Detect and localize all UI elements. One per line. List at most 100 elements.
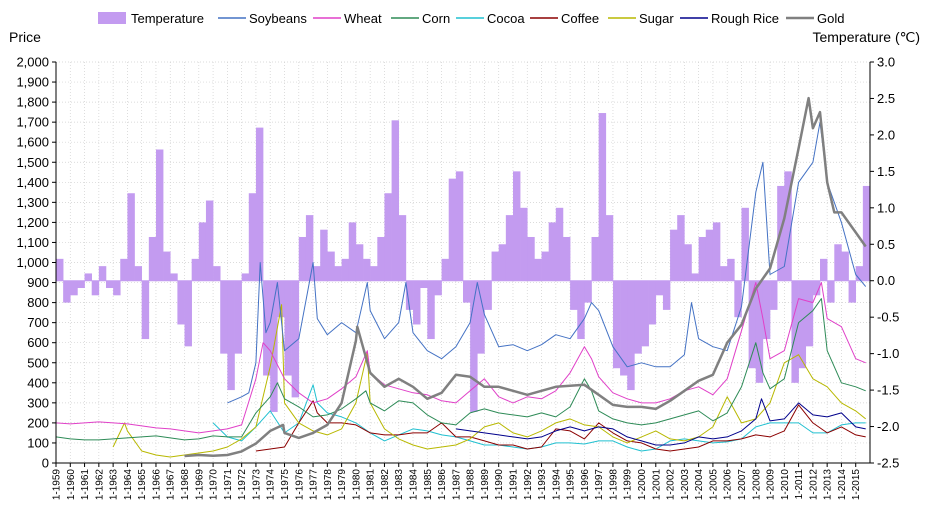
temperature-bar <box>334 266 342 281</box>
temperature-bar <box>491 251 500 281</box>
y-left-tick-label: 1,500 <box>16 155 49 170</box>
y-left-tick-label: 1,100 <box>16 235 49 250</box>
y-left-tick-label: 0 <box>42 456 49 471</box>
y-right-tick-label: 2.5 <box>877 91 895 106</box>
y-left-tick-label: 1,000 <box>16 255 49 270</box>
x-tick-label: 1-1994 <box>551 469 562 501</box>
temperature-bar <box>70 280 78 296</box>
temperature-bar <box>170 273 178 281</box>
temperature-bar <box>484 280 492 310</box>
temperature-bar <box>384 193 392 281</box>
x-tick-label: 1-2000 <box>637 469 648 501</box>
y-left-tick-label: 700 <box>27 315 49 330</box>
temperature-bar <box>320 229 328 281</box>
y-left-tick-label: 800 <box>27 295 49 310</box>
legend-label-wheat: Wheat <box>344 11 382 26</box>
temperature-bar <box>348 222 357 281</box>
x-tick-label: 1-1992 <box>523 469 534 501</box>
series-line-soybeans <box>227 121 867 404</box>
temperature-bar <box>827 280 835 303</box>
y-left-tick-label: 200 <box>27 415 49 430</box>
temperature-bar <box>791 280 799 383</box>
temperature-bar <box>570 280 578 310</box>
temperature-bar <box>105 280 114 289</box>
legend-label-sugar: Sugar <box>639 11 674 26</box>
x-tick-label: 1-1976 <box>294 469 305 501</box>
x-tick-label: 1-2010 <box>780 469 791 501</box>
temperature-bar <box>727 258 735 281</box>
temperature-bar <box>277 280 285 318</box>
temperature-bar <box>670 229 678 281</box>
series-lines <box>55 96 867 458</box>
temperature-bar <box>77 280 85 289</box>
series-line-coffee <box>255 400 866 452</box>
temperature-bar <box>220 280 228 354</box>
temperature-bar <box>712 222 721 281</box>
y-left-tick-label: 600 <box>27 335 49 350</box>
temperature-bar <box>305 215 314 281</box>
x-tick-label: 1-1989 <box>480 469 491 501</box>
x-tick-label: 1-1965 <box>137 469 148 501</box>
temperature-bar <box>741 207 749 281</box>
temperature-bar <box>541 251 549 281</box>
x-tick-label: 1-1977 <box>309 469 320 501</box>
temperature-bar <box>677 215 685 281</box>
temperature-bar <box>227 280 235 391</box>
x-tick-label: 1-1980 <box>351 469 362 501</box>
temperature-bar <box>455 171 464 281</box>
y-right-tick-label: 2.0 <box>877 127 895 142</box>
temperature-bar <box>405 280 414 310</box>
temperature-bar <box>98 266 107 281</box>
y-right-tick-label: -1.5 <box>877 383 899 398</box>
temperature-bar <box>641 280 649 347</box>
temperature-bar <box>512 171 521 281</box>
y-left-tick-label: 1,200 <box>16 215 49 230</box>
y-axis-left-ticks: 0 100 200 300 400 500 600 700 800 900 1,000 1,100 1,… <box>16 55 56 471</box>
temperature-bar <box>698 236 707 281</box>
temperature-bar <box>562 236 571 281</box>
temperature-bar <box>298 236 307 281</box>
temperature-bar <box>241 273 250 281</box>
temperature-bar <box>662 280 671 310</box>
legend-label-coffee: Coffee <box>561 11 599 26</box>
x-tick-label: 1-1996 <box>580 469 591 501</box>
x-tick-label: 1-1999 <box>623 469 634 501</box>
y-right-tick-label: -1.0 <box>877 346 899 361</box>
x-tick-label: 1-2009 <box>766 469 777 501</box>
temperature-bar <box>648 280 657 325</box>
y-right-tick-label: -0.5 <box>877 310 899 325</box>
x-tick-label: 1-1985 <box>423 469 434 501</box>
y-left-tick-label: 1,300 <box>16 195 49 210</box>
x-tick-label: 1-1991 <box>508 469 519 501</box>
temperature-bar <box>770 280 778 310</box>
x-tick-label: 1-1988 <box>466 469 477 501</box>
y-left-tick-label: 1,900 <box>16 75 49 90</box>
temperature-bar <box>248 193 257 281</box>
x-tick-label: 1-2015 <box>851 469 862 501</box>
temperature-bar <box>548 222 557 281</box>
x-tick-label: 1-1960 <box>66 469 77 501</box>
temperature-bar <box>291 280 300 398</box>
temperature-bar <box>505 215 514 281</box>
temperature-bar <box>377 236 385 281</box>
x-tick-label: 1-2005 <box>708 469 719 501</box>
legend-label-corn: Corn <box>422 11 450 26</box>
x-tick-label: 1-1978 <box>323 469 334 501</box>
temperature-bar <box>141 280 150 340</box>
y-left-tick-label: 1,400 <box>16 175 49 190</box>
x-tick-label: 1-2008 <box>751 469 762 501</box>
y-left-tick-label: 2,000 <box>16 55 49 70</box>
y-right-tick-label: 0.0 <box>877 273 895 288</box>
x-tick-label: 1-1984 <box>409 469 420 501</box>
temperature-bar <box>527 236 535 281</box>
y-left-tick-label: 1,800 <box>16 95 49 110</box>
temperature-bar <box>120 258 128 281</box>
x-tick-label: 1-1982 <box>380 469 391 501</box>
x-tick-label: 1-1964 <box>123 469 134 501</box>
x-tick-label: 1-1967 <box>166 469 177 501</box>
y-right-tick-label: -2.0 <box>877 419 899 434</box>
x-tick-label: 1-2003 <box>680 469 691 501</box>
legend-label-soybeans: Soybeans <box>249 11 307 26</box>
temperature-bar <box>691 273 699 281</box>
